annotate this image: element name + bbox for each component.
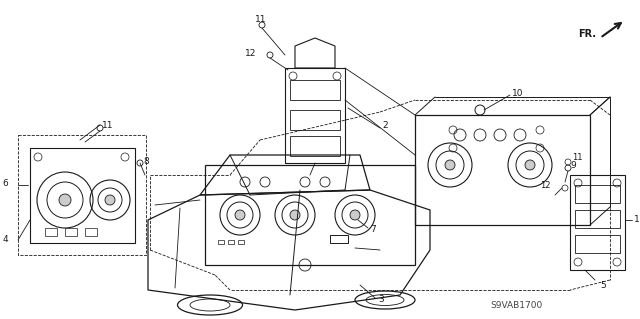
Bar xyxy=(415,115,590,225)
Bar xyxy=(45,228,57,236)
Text: 9: 9 xyxy=(570,160,576,169)
Bar xyxy=(218,240,224,244)
Bar xyxy=(575,185,620,203)
Text: 6: 6 xyxy=(2,180,8,189)
Bar xyxy=(30,148,135,243)
Bar xyxy=(285,68,345,163)
Text: 5: 5 xyxy=(600,280,605,290)
Text: 11: 11 xyxy=(572,153,582,162)
Bar xyxy=(290,136,340,156)
Bar xyxy=(228,240,234,244)
Circle shape xyxy=(445,160,455,170)
Text: 12: 12 xyxy=(245,49,257,58)
Bar xyxy=(290,110,340,130)
Bar xyxy=(238,240,244,244)
Bar xyxy=(575,210,620,228)
Bar xyxy=(330,235,348,243)
Bar xyxy=(65,228,77,236)
Text: 11: 11 xyxy=(102,121,113,130)
Text: FR.: FR. xyxy=(578,29,596,39)
Text: 4: 4 xyxy=(3,235,8,244)
Circle shape xyxy=(525,160,535,170)
Bar xyxy=(18,135,146,255)
Text: 3: 3 xyxy=(378,295,384,305)
Circle shape xyxy=(105,195,115,205)
Bar xyxy=(575,235,620,253)
Text: 10: 10 xyxy=(512,88,524,98)
Bar xyxy=(290,80,340,100)
Circle shape xyxy=(350,210,360,220)
Bar xyxy=(205,165,415,265)
Circle shape xyxy=(59,194,71,206)
Bar xyxy=(570,175,625,270)
Text: 7: 7 xyxy=(370,226,376,234)
Text: 2: 2 xyxy=(382,122,388,130)
Circle shape xyxy=(235,210,245,220)
Text: S9VAB1700: S9VAB1700 xyxy=(490,300,542,309)
Text: 11: 11 xyxy=(255,16,266,25)
Circle shape xyxy=(290,210,300,220)
Text: 12: 12 xyxy=(540,181,550,189)
Bar xyxy=(85,228,97,236)
Text: 8: 8 xyxy=(143,158,148,167)
Text: 1: 1 xyxy=(634,214,640,224)
